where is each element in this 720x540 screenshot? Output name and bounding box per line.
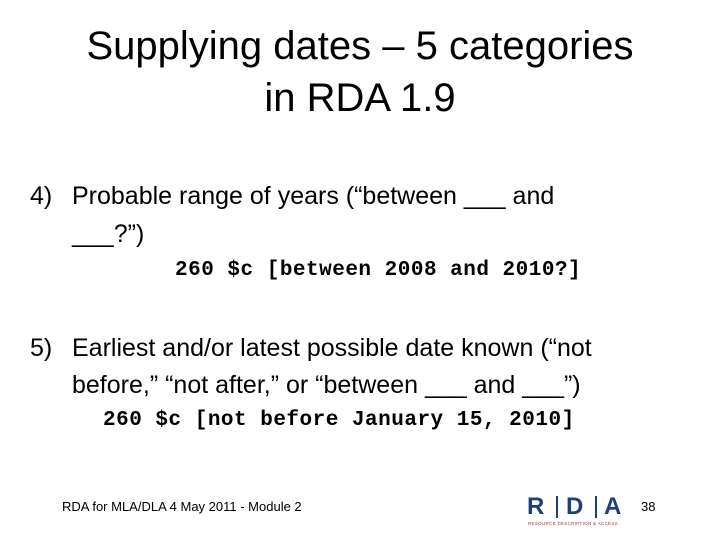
example-code: 260 $c [not before January 15, 2010]	[103, 409, 575, 432]
logo-tagline: RESOURCE DESCRIPTION & ACCESS	[528, 521, 618, 526]
title-line: Supplying dates – 5 categories	[86, 24, 634, 68]
logo-bar	[556, 496, 558, 518]
title-line: in RDA 1.9	[264, 76, 456, 120]
item-text: Probable range of years (“between ___ an…	[72, 182, 555, 210]
item-text: ___?”)	[72, 220, 145, 248]
logo-letter: D	[566, 493, 584, 520]
logo-letter: A	[604, 493, 622, 520]
item-number: 5)	[30, 334, 53, 362]
item-number: 4)	[30, 182, 53, 210]
footer-text: RDA for MLA/DLA 4 May 2011 - Module 2	[62, 499, 302, 514]
example-code: 260 $c [between 2008 and 2010?]	[175, 259, 582, 282]
logo-bar	[595, 496, 597, 518]
page-number: 38	[641, 499, 656, 514]
item-text: Earliest and/or latest possible date kno…	[72, 334, 592, 362]
item-text: before,” “not after,” or “between ___ an…	[72, 371, 581, 399]
logo-letter: R	[527, 493, 545, 520]
